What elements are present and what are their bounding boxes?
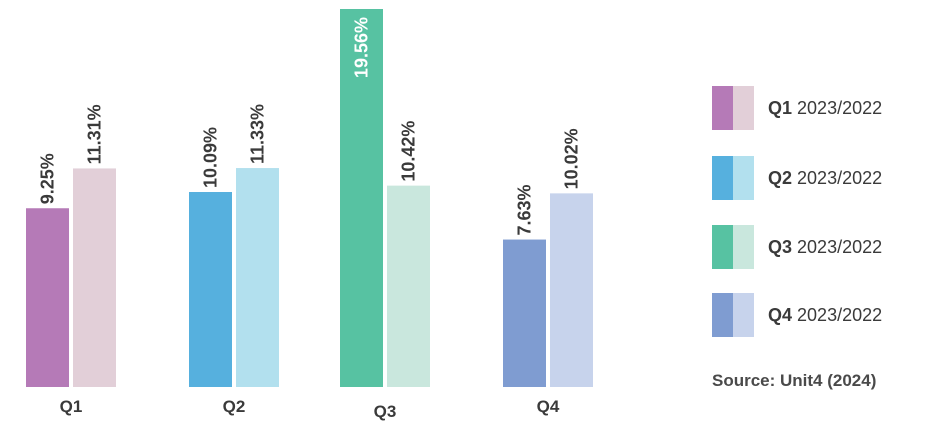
data-label-q3-2023: 19.56% xyxy=(352,17,372,78)
legend-label-q1: Q1 2023/2022 xyxy=(768,98,882,119)
legend-item-q3: Q3 2023/2022 xyxy=(712,225,882,269)
legend-quarter-q2: Q2 xyxy=(768,167,793,188)
bar-q2-2023 xyxy=(189,192,232,387)
data-label-q2-2022: 11.33% xyxy=(248,104,268,164)
bar-q4-2022 xyxy=(550,193,593,387)
bar-q4-2023 xyxy=(503,239,546,387)
bar-chart-plot: 9.25% 11.31% Q1 10.09% 11.33% Q2 19.56% 10.42% Q… xyxy=(26,9,593,421)
data-label-q4-2023: 7.63% xyxy=(515,185,535,236)
legend-item-q1: Q1 2023/2022 xyxy=(712,86,882,130)
legend-label-q4: Q4 2023/2022 xyxy=(768,305,882,326)
data-label-q1-2022: 11.31% xyxy=(85,104,105,164)
legend-swatch-q4 xyxy=(712,293,754,337)
legend-swatch-q2 xyxy=(712,156,754,200)
legend-swatch-q3-2022 xyxy=(733,225,754,269)
legend-swatch-q3 xyxy=(712,225,754,269)
data-label-q3-2022: 10.42% xyxy=(399,121,419,182)
category-label-q3: Q3 xyxy=(374,402,397,421)
legend-item-q2: Q2 2023/2022 xyxy=(712,156,882,200)
legend-swatch-q4-2022 xyxy=(733,293,754,337)
legend-swatch-q2-2022 xyxy=(733,156,754,200)
legend-swatch-q1 xyxy=(712,86,754,130)
source-note: Source: Unit4 (2024) xyxy=(712,371,877,390)
legend-quarter-q4: Q4 xyxy=(768,304,793,325)
data-label-q2-2023: 10.09% xyxy=(201,127,221,188)
bar-q3-2023 xyxy=(340,9,383,387)
category-label-q2: Q2 xyxy=(223,397,246,416)
legend-label-q2: Q2 2023/2022 xyxy=(768,168,882,189)
legend-period-q2: 2023/2022 xyxy=(797,167,883,188)
bar-q2-2022 xyxy=(236,168,279,387)
bar-q3-2022 xyxy=(387,185,430,387)
legend-swatch-q2-2023 xyxy=(712,156,733,200)
bar-q1-2023 xyxy=(26,208,69,387)
legend-item-q4: Q4 2023/2022 xyxy=(712,293,882,337)
legend-quarter-q1: Q1 xyxy=(768,97,793,118)
data-label-q1-2023: 9.25% xyxy=(38,153,58,204)
legend-swatch-q3-2023 xyxy=(712,225,733,269)
legend-period-q4: 2023/2022 xyxy=(797,304,883,325)
legend-period-q1: 2023/2022 xyxy=(797,97,883,118)
bar-q1-2022 xyxy=(73,168,116,387)
legend-swatch-q4-2023 xyxy=(712,293,733,337)
category-label-q4: Q4 xyxy=(537,397,560,416)
legend-swatch-q1-2022 xyxy=(733,86,754,130)
legend-swatch-q1-2023 xyxy=(712,86,733,130)
legend-quarter-q3: Q3 xyxy=(768,236,793,257)
data-label-q4-2022: 10.02% xyxy=(562,128,582,189)
legend-label-q3: Q3 2023/2022 xyxy=(768,237,882,258)
legend-period-q3: 2023/2022 xyxy=(797,236,883,257)
category-label-q1: Q1 xyxy=(60,397,83,416)
